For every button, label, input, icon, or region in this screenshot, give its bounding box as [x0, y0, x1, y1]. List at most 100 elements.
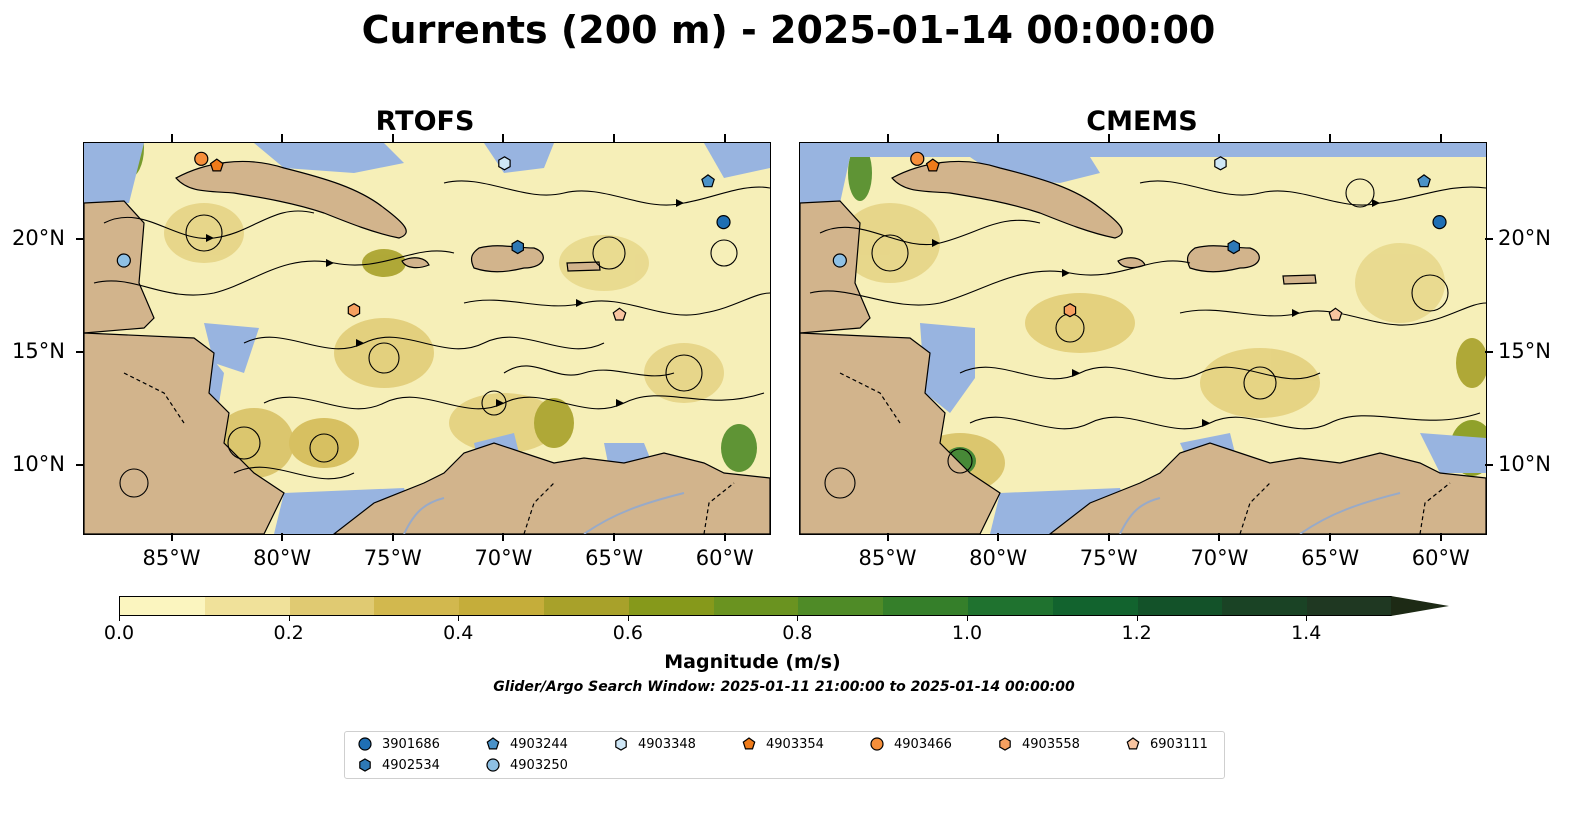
platform-marker-4903250-left: [116, 253, 131, 268]
lon-tick: [613, 533, 616, 541]
legend-label: 4903348: [638, 736, 696, 752]
platform-marker-4903348-left: [498, 156, 511, 171]
colorbar-label: Magnitude (m/s): [664, 651, 841, 673]
lon-tick: [502, 533, 505, 541]
platform-marker-3901686-left: [716, 215, 731, 230]
lon-label: 75°W: [1079, 546, 1138, 570]
legend-item-4903348: 4903348: [613, 736, 696, 752]
lon-tick: [281, 134, 284, 142]
platform-marker-4903244-right: [1417, 174, 1431, 188]
platform-marker-4903466-legend: [870, 737, 884, 751]
colorbar-segment: [713, 597, 799, 615]
lat-tick: [76, 464, 84, 467]
platform-marker-4903466-left: [194, 151, 209, 166]
platform-marker-4903466-right: [910, 151, 925, 166]
lon-tick: [1107, 533, 1110, 541]
colorbar-tick-label: 0.8: [782, 622, 813, 644]
platform-marker-4903558-right: [1063, 303, 1077, 318]
colorbar-tick-label: 0.4: [443, 622, 474, 644]
legend-label: 4903250: [510, 757, 568, 773]
lon-tick: [1107, 134, 1110, 142]
lat-tick: [76, 238, 84, 241]
legend-marker-icon: [1126, 737, 1140, 750]
platform-marker-4903250-right: [832, 253, 847, 268]
lat-label-left: 20°N: [12, 226, 65, 251]
colorbar-tick-label: 1.2: [1121, 622, 1152, 644]
panel-title-cmems: CMEMS: [1086, 106, 1198, 137]
legend-item-6903111: 6903111: [1125, 736, 1208, 752]
legend-marker-icon: [615, 737, 627, 751]
legend-label: 6903111: [1150, 736, 1208, 752]
legend-marker-icon: [359, 758, 371, 772]
colorbar-tick-label: 0.2: [273, 622, 304, 644]
lon-tick: [886, 134, 889, 142]
lat-label-right: 15°N: [1498, 339, 1551, 364]
lon-tick: [281, 533, 284, 541]
legend-label: 4903244: [510, 736, 568, 752]
lat-label-right: 20°N: [1498, 226, 1551, 251]
legend-marker-icon: [999, 737, 1011, 751]
legend-item-3901686: 3901686: [357, 736, 440, 752]
rtofs-map-canvas: [84, 143, 770, 534]
colorbar-segment: [120, 597, 205, 615]
panel-title-rtofs: RTOFS: [375, 106, 475, 137]
cmems-map-panel: [799, 142, 1487, 535]
lat-tick: [1485, 351, 1493, 354]
legend-item-4903466: 4903466: [869, 736, 952, 752]
lon-tick: [886, 533, 889, 541]
platform-marker-6903111-legend: [1126, 737, 1140, 750]
colorbar-tick-mark: [967, 615, 968, 621]
lat-label-right: 10°N: [1498, 452, 1551, 477]
platform-marker-4902534-legend: [359, 758, 371, 772]
legend-marker-icon: [486, 758, 500, 772]
legend-marker-icon: [486, 737, 500, 750]
colorbar-tick-label: 0.6: [612, 622, 643, 644]
legend-item-4903558: 4903558: [997, 736, 1080, 752]
lon-tick: [1329, 533, 1332, 541]
colorbar-segment: [1307, 597, 1392, 615]
figure-title: Currents (200 m) - 2025-01-14 00:00:00: [361, 8, 1216, 52]
cmems-map-canvas: [800, 143, 1486, 534]
search-window-subtitle: Glider/Argo Search Window: 2025-01-11 21…: [493, 679, 1075, 695]
lon-label: 70°W: [1190, 546, 1249, 570]
lon-tick: [170, 134, 173, 142]
colorbar-tick-mark: [1136, 615, 1138, 621]
lon-tick: [502, 134, 505, 142]
legend-label: 4902534: [382, 757, 440, 773]
colorbar-tick-label: 1.0: [951, 622, 983, 644]
colorbar-segment: [798, 597, 884, 615]
colorbar-tick-mark: [119, 615, 120, 621]
lat-tick: [1485, 238, 1493, 241]
platform-marker-4903558-legend: [999, 737, 1011, 751]
platform-marker-4903354-left: [209, 158, 224, 172]
platform-marker-4903354-right: [925, 158, 940, 172]
colorbar: [119, 596, 1392, 616]
lat-tick: [1485, 464, 1493, 467]
platform-marker-4903558-left: [347, 303, 361, 318]
platform-marker-4903354-legend: [742, 737, 756, 750]
platform-marker-3901686-right: [1432, 215, 1447, 230]
legend-marker-icon: [742, 737, 756, 750]
platform-marker-4903244-legend: [486, 737, 500, 750]
colorbar-segment: [1052, 597, 1138, 615]
lon-tick: [1439, 134, 1442, 142]
lon-tick: [391, 134, 394, 142]
legend-item-4903250: 4903250: [485, 757, 568, 773]
lon-tick: [391, 533, 394, 541]
lon-tick: [1218, 533, 1221, 541]
lon-label: 85°W: [858, 546, 917, 570]
legend-label: 4903466: [894, 736, 952, 752]
platform-marker-4903348-legend: [615, 737, 627, 751]
lon-tick: [1329, 134, 1332, 142]
lon-label: 85°W: [142, 546, 201, 570]
lon-tick: [613, 134, 616, 142]
colorbar-segment: [374, 597, 460, 615]
lon-tick: [1218, 134, 1221, 142]
lon-tick: [723, 533, 726, 541]
colorbar-segment: [204, 597, 290, 615]
lon-tick: [997, 134, 1000, 142]
lon-label: 80°W: [969, 546, 1028, 570]
legend-label: 4903558: [1022, 736, 1080, 752]
legend-item-4903244: 4903244: [485, 736, 568, 752]
lon-label: 70°W: [474, 546, 533, 570]
